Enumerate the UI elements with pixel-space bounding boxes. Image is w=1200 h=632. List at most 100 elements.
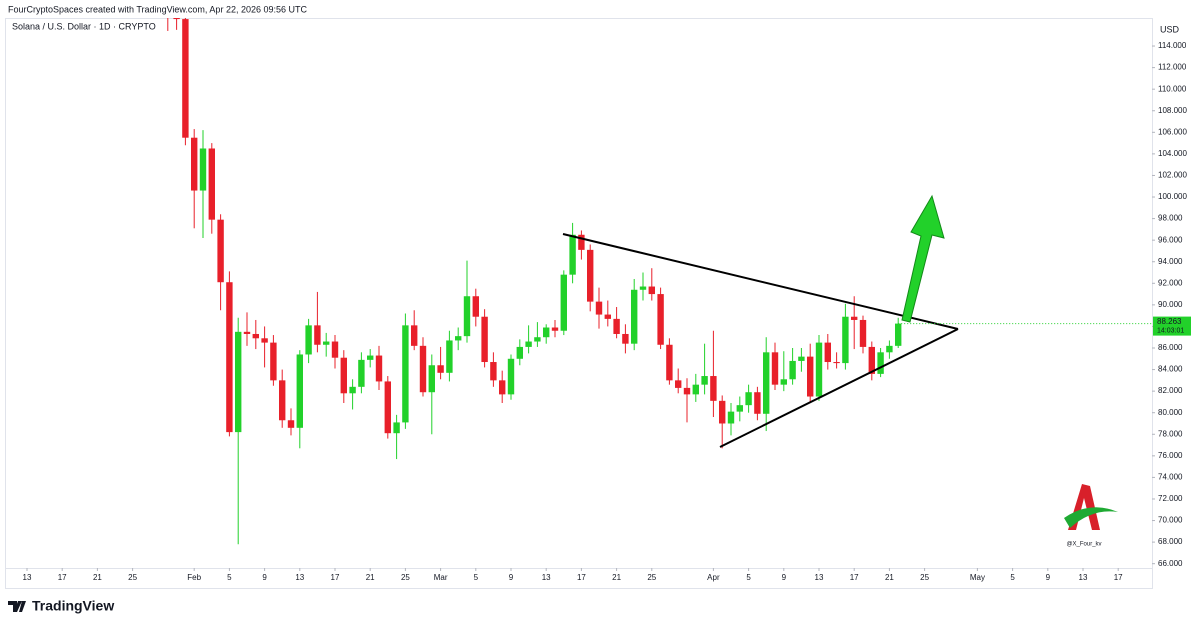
- candle-body: [323, 341, 330, 345]
- watermark-text: @X_Four_kv: [1066, 542, 1101, 548]
- y-tick-label: 104.000: [1158, 149, 1187, 158]
- candle-body: [763, 352, 770, 414]
- candle-body: [507, 358, 515, 395]
- x-tick-label: Apr: [707, 573, 720, 582]
- candle-body: [710, 376, 717, 401]
- candle-body: [560, 274, 567, 331]
- candle-body: [226, 282, 233, 433]
- candle-body: [314, 325, 321, 345]
- candle-body: [631, 289, 638, 344]
- trendline-lower: [719, 328, 959, 448]
- y-tick-label: 110.000: [1158, 84, 1187, 93]
- candle-body: [639, 286, 647, 290]
- candle-body: [824, 342, 831, 363]
- candle-body: [543, 327, 550, 338]
- candle-body: [393, 422, 400, 434]
- candle-body: [851, 316, 858, 320]
- candle-body: [481, 316, 488, 363]
- candle-body: [243, 331, 251, 334]
- candle-body: [384, 381, 391, 434]
- candle-body: [842, 316, 849, 364]
- x-tick-label: 13: [1079, 573, 1088, 582]
- countdown-label: 14:03:01: [1157, 327, 1184, 334]
- x-tick-label: 21: [612, 573, 621, 582]
- candle-body: [895, 323, 902, 346]
- x-tick-label: 13: [815, 573, 824, 582]
- candle-body: [578, 234, 585, 250]
- x-tick-label: May: [970, 573, 985, 582]
- candle-body: [499, 380, 506, 395]
- candle-body: [182, 19, 189, 138]
- candle-body: [235, 331, 242, 433]
- brand: TradingView: [8, 598, 114, 614]
- candle-body: [701, 376, 708, 385]
- candle-body: [199, 148, 207, 191]
- x-tick-label: 9: [509, 573, 514, 582]
- x-tick-label: 17: [1114, 573, 1123, 582]
- candle-body: [587, 249, 594, 302]
- x-tick-label: 25: [647, 573, 656, 582]
- candle-body: [569, 234, 576, 275]
- y-tick-label: 76.000: [1158, 451, 1183, 460]
- candle-body: [446, 340, 453, 373]
- candle-body: [648, 286, 655, 295]
- candle-body: [411, 325, 418, 346]
- x-tick-label: 25: [128, 573, 137, 582]
- x-tick-label: 25: [401, 573, 410, 582]
- candle-body: [657, 294, 664, 345]
- chart-title: Solana / U.S. Dollar · 1D · CRYPTO: [12, 21, 156, 31]
- y-tick-label: 66.000: [1158, 559, 1183, 568]
- x-tick-label: Mar: [434, 573, 448, 582]
- candle-body: [279, 380, 286, 421]
- y-tick-label: 74.000: [1158, 473, 1183, 482]
- candle-body: [252, 333, 259, 339]
- x-tick-label: 5: [227, 573, 232, 582]
- y-tick-label: 114.000: [1158, 41, 1187, 50]
- x-tick-label: 21: [885, 573, 894, 582]
- y-tick-label: 90.000: [1158, 300, 1183, 309]
- candle-body: [191, 137, 198, 191]
- x-tick-label: 9: [782, 573, 787, 582]
- x-tick-label: 5: [1010, 573, 1015, 582]
- candle-body: [525, 341, 532, 347]
- candle-body: [886, 345, 893, 353]
- candle-body: [833, 362, 840, 364]
- x-tick-label: 5: [746, 573, 751, 582]
- x-tick-label: 5: [474, 573, 479, 582]
- y-tick-label: 82.000: [1158, 386, 1183, 395]
- candle-body: [622, 333, 629, 344]
- candle-body: [208, 148, 215, 220]
- candle-body: [692, 384, 699, 395]
- y-tick-label: 72.000: [1158, 494, 1183, 503]
- y-tick-label: 84.000: [1158, 365, 1183, 374]
- candle-body: [815, 342, 823, 397]
- x-tick-label: 17: [58, 573, 67, 582]
- x-tick-label: 13: [295, 573, 304, 582]
- y-unit: USD: [1160, 24, 1180, 34]
- x-tick-label: 9: [1046, 573, 1051, 582]
- y-tick-label: 96.000: [1158, 235, 1183, 244]
- candle-body: [807, 356, 814, 397]
- candle-body: [463, 296, 471, 337]
- x-tick-label: 13: [542, 573, 551, 582]
- breakout-arrow: [901, 194, 945, 323]
- candle-body: [217, 219, 224, 283]
- trendline-upper: [562, 233, 959, 330]
- candle-body: [490, 362, 497, 381]
- last-price-badge: [1153, 316, 1191, 336]
- candle-body: [877, 352, 884, 374]
- candle-body: [736, 405, 743, 412]
- candle-body: [287, 420, 295, 428]
- brand-text: TradingView: [32, 598, 114, 614]
- candle-body: [261, 338, 268, 343]
- candle-body: [402, 325, 409, 423]
- x-tick-label: 25: [920, 573, 929, 582]
- y-tick-label: 78.000: [1158, 429, 1183, 438]
- candle-body: [666, 344, 673, 381]
- candle-body: [340, 357, 347, 394]
- candle-body: [419, 345, 427, 393]
- candle-body: [516, 346, 523, 359]
- y-tick-label: 100.000: [1158, 192, 1187, 201]
